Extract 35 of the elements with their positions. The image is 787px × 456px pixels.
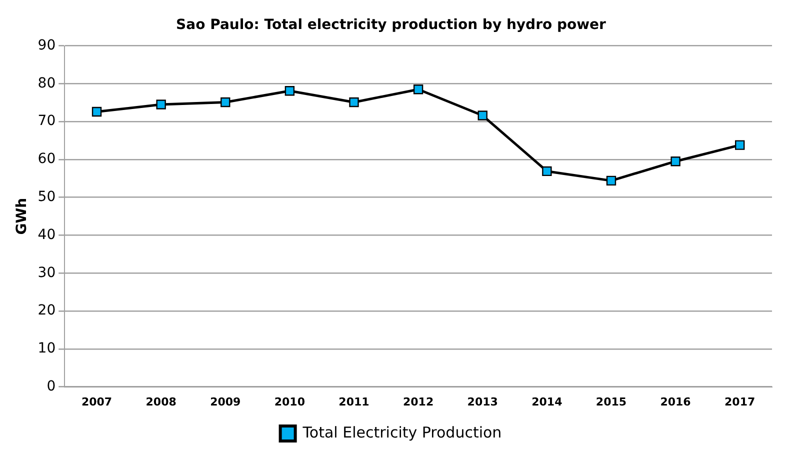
point (220, 97, 230, 108)
y-tick-label: 0 (46, 378, 56, 394)
y-tick-label: 10 (38, 340, 56, 357)
point (542, 166, 552, 176)
point (349, 97, 359, 108)
x-tick-label: 2015 (596, 395, 627, 408)
x-tick-label: 2014 (532, 395, 563, 408)
y-tick-label: 50 (38, 188, 56, 205)
x-tick-label: 2008 (146, 395, 176, 408)
point (606, 176, 616, 186)
x-tick-label: 2016 (660, 395, 692, 408)
y-tick-label: 20 (38, 302, 56, 319)
y-tick-label: 90 (38, 37, 56, 54)
legend-label: Total Electricity Production (302, 423, 502, 442)
point (670, 156, 680, 166)
y-axis-title: GWh (14, 198, 30, 235)
y-tick-label: 80 (38, 75, 56, 92)
point (156, 100, 166, 110)
chart-title: Sao Paulo: Total electricity production by hydro power (176, 17, 606, 34)
x-tick-label: 2017 (724, 395, 756, 408)
x-tick-label: 2011 (338, 395, 370, 408)
point (735, 140, 745, 150)
x-tick-label: 2009 (210, 395, 241, 408)
point (478, 110, 488, 120)
y-tick-label: 30 (38, 264, 56, 281)
point (92, 106, 102, 117)
x-tick-label: 2007 (81, 395, 112, 408)
y-tick-label: 70 (38, 113, 56, 130)
point (413, 84, 424, 94)
x-tick-label: 2013 (467, 395, 498, 408)
x-tick-label: 2012 (402, 395, 434, 408)
point (284, 86, 295, 96)
y-tick-label: 60 (38, 151, 56, 168)
y-tick-label: 40 (38, 226, 56, 243)
x-tick-label: 2010 (274, 395, 306, 408)
